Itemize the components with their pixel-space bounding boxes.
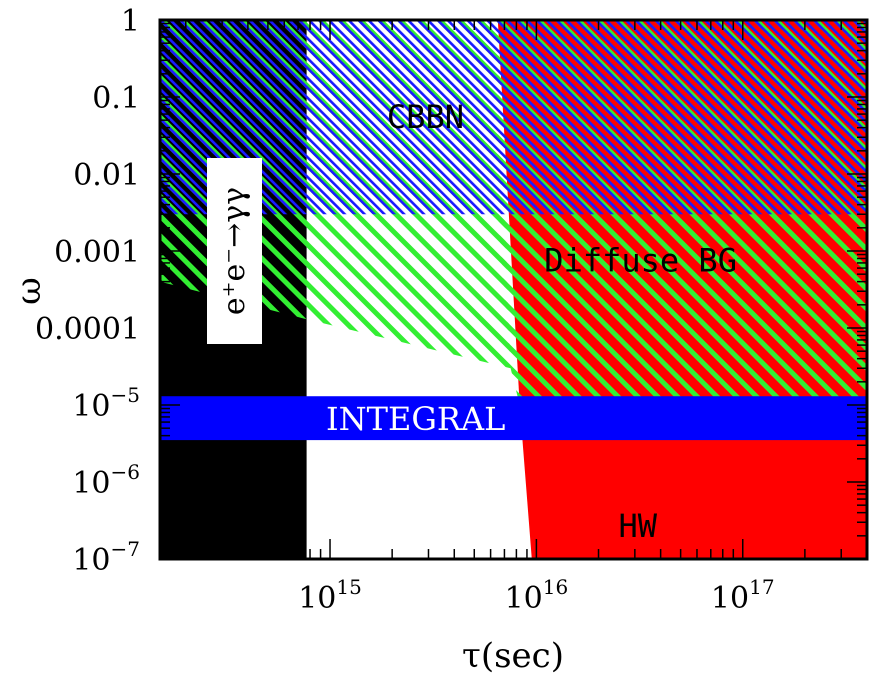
x-axis-title: τ(sec) bbox=[462, 636, 564, 676]
y-tick-label: 10−7 bbox=[72, 537, 140, 578]
ee-gg-label-box bbox=[207, 158, 262, 344]
plot-frame bbox=[158, 18, 869, 561]
y-tick-label: 0.001 bbox=[54, 235, 140, 270]
integral-band bbox=[160, 396, 867, 441]
integral-band-layer bbox=[160, 396, 867, 441]
y-tick-label: 10−5 bbox=[72, 383, 140, 424]
axis-ticks bbox=[160, 19, 868, 560]
diffuse-bg-label: Diffuse BG bbox=[544, 242, 737, 280]
y-tick-label: 0.01 bbox=[73, 158, 140, 193]
tick-labels: 1015 1016 1017 1 0.1 0.01 0.001 0.0001 10−5 10−6 1… bbox=[35, 4, 775, 616]
ee-gg-label: e⁺e⁻→γγ bbox=[217, 187, 252, 315]
integral-label: INTEGRAL bbox=[326, 400, 505, 438]
x-tick-label: 1015 bbox=[298, 575, 362, 616]
y-tick-label: 1 bbox=[121, 4, 140, 39]
y-axis-title: ω bbox=[9, 277, 49, 305]
cbbn-label: CBBN bbox=[387, 98, 464, 136]
regions-layer bbox=[160, 20, 867, 559]
x-tick-label: 1016 bbox=[505, 575, 569, 616]
y-tick-label: 0.1 bbox=[92, 81, 140, 116]
annotation-layer: CBBN Diffuse BG HW INTEGRAL e⁺e⁻→γγ bbox=[207, 98, 737, 545]
y-tick-label: 0.0001 bbox=[35, 312, 140, 347]
y-tick-label: 10−6 bbox=[72, 460, 140, 501]
hw-label: HW bbox=[619, 507, 658, 545]
x-tick-label: 1017 bbox=[711, 575, 775, 616]
cbbn-blue-region bbox=[160, 20, 867, 215]
